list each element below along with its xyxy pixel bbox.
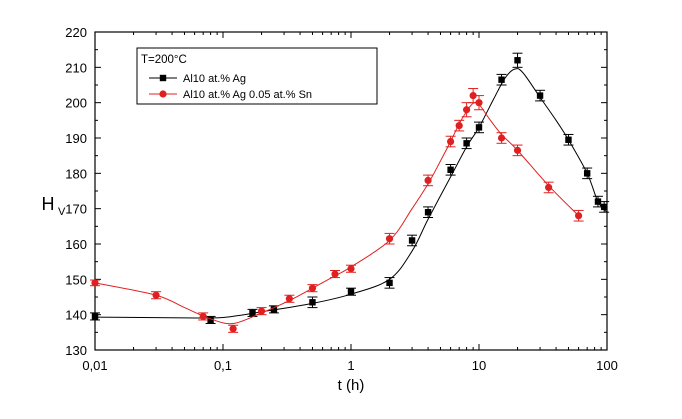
data-point-circle [257,307,266,315]
data-point-square [249,309,256,317]
y-tick-label: 140 [65,308,87,323]
data-point-square [463,140,470,147]
y-tick-label: 210 [65,60,87,75]
data-point-square [424,209,432,216]
axis-ticks: 130 140 150 160 170 180 190 200 210 220 0,01 0,1 1 10… [65,25,618,373]
y-tick-label: 180 [65,166,87,181]
data-point-square [600,203,608,211]
series-0 [90,52,610,324]
legend-marker-circle [159,90,167,98]
data-point-square [447,166,454,173]
data-point-circle [347,265,355,273]
y-tick-label: 170 [65,202,87,217]
x-tick-label: 1 [347,358,354,373]
legend-box [136,47,378,105]
series-layer [90,52,610,333]
y-axis-label-main: H [42,194,55,214]
data-point-circle [469,92,477,100]
data-point-circle [152,291,160,299]
data-point-square [536,92,544,99]
data-point-circle [424,176,432,184]
y-tick-label: 130 [65,343,87,358]
series-1 [90,88,584,333]
y-tick-label: 200 [65,96,87,111]
fit-curve-series-0 [94,68,608,319]
data-point-circle [229,325,237,333]
legend-marker-square [159,74,167,82]
data-point-circle [91,279,99,287]
data-point-square [565,136,572,143]
legend-label-series-0: Al10 at.% Ag [183,73,246,85]
data-point-square [594,198,602,205]
data-point-circle [447,137,455,146]
data-point-square [309,299,316,306]
data-point-square [408,237,416,244]
data-point-circle [308,284,317,292]
data-point-circle [199,312,207,321]
x-tick-label: 10 [472,358,486,373]
legend-title: T=200°C [141,54,187,66]
y-tick-label: 160 [65,237,87,252]
y-tick-label: 190 [65,131,87,146]
legend: T=200°C Al10 at.% Ag Al10 at.% Ag 0.05 at.… [136,47,378,105]
y-tick-label: 150 [65,272,87,287]
y-axis-label-subscript: V [58,206,66,218]
data-point-circle [385,235,394,243]
data-point-square [91,313,99,320]
data-point-circle [575,212,583,220]
x-tick-label: 0,1 [214,358,232,373]
data-point-circle [455,122,463,130]
data-point-circle [545,183,553,192]
data-point-square [270,306,278,313]
data-point-square [207,316,214,324]
data-point-circle [462,106,471,114]
x-axis-label: t (h) [338,377,365,394]
data-point-circle [331,270,339,278]
data-point-circle [497,134,506,142]
legend-label-series-1: Al10 at.% Ag 0.05 at.% Sn [183,89,312,101]
data-point-circle [513,146,522,154]
x-tick-label: 0,01 [82,358,107,373]
data-point-square [498,76,505,83]
data-point-square [386,279,393,287]
data-point-square [347,288,355,295]
data-point-square [475,124,483,131]
data-point-circle [285,295,293,303]
data-point-circle [475,99,483,107]
fit-curve-series-1 [94,102,579,325]
data-point-square [514,57,521,64]
x-tick-label: 100 [596,358,618,373]
axis-labels: t (h) H V [42,194,365,394]
data-point-square [583,170,591,177]
y-tick-label: 220 [65,25,87,40]
